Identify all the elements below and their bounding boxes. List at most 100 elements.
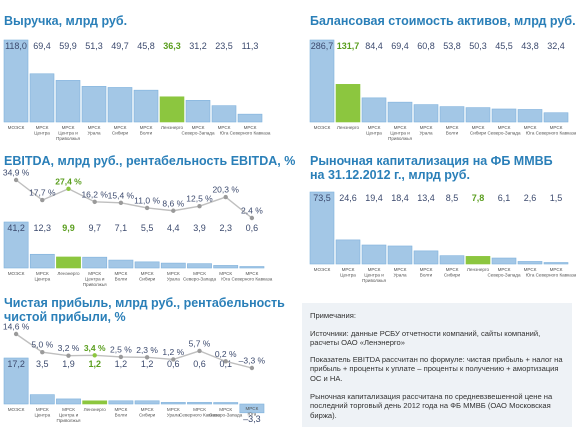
value-label: 0,6 (246, 223, 259, 233)
bar (413, 104, 439, 123)
margin-point (118, 354, 124, 360)
margin-label: 16,2 % (81, 189, 108, 199)
bar (187, 263, 212, 269)
margin-point (40, 350, 45, 355)
value-label: 9,7 (88, 223, 101, 233)
category-label: МРСК (36, 125, 49, 130)
category-label: МРСК (36, 271, 49, 276)
category-label: МРСК (244, 125, 257, 130)
margin-point (13, 177, 19, 183)
margin-label: 11,0 % (134, 195, 160, 205)
category-label: Юга (221, 277, 230, 282)
category-label: Центра (366, 131, 382, 136)
category-label: МОЭСК (8, 407, 25, 412)
value-label: 69,4 (33, 41, 51, 51)
margin-label: –3,3 % (239, 356, 266, 366)
category-label: МРСК (498, 267, 511, 272)
category-label: МРСК (114, 407, 127, 412)
margin-label: 8,6 % (162, 198, 184, 208)
category-label: Приволжья (57, 418, 81, 423)
margin-line (15, 333, 253, 369)
margin-label: 17,7 % (29, 188, 56, 198)
profit-chart-title-line2: чистой прибыли, % (4, 310, 126, 324)
value-label: 118,0 (5, 41, 27, 51)
value-label: 13,4 (417, 193, 435, 203)
revenue-chart: Выручка, млрд руб. 118,0 МОЭСК 69,4 МРСК Цен… (3, 14, 272, 141)
value-label: 11,3 (242, 41, 259, 51)
value-label: 12,3 (34, 223, 52, 233)
bar (491, 257, 517, 265)
margin-label: 3,2 % (58, 343, 80, 353)
category-label: Урала (419, 131, 433, 136)
bar (309, 39, 335, 123)
margin-label: 5,7 % (189, 338, 211, 348)
category-label: МРСК (394, 125, 407, 130)
bar (517, 261, 543, 265)
category-label: Приволжья (388, 136, 412, 141)
category-label: МРСК (368, 125, 381, 130)
margin-point (171, 208, 176, 213)
category-label: Юга (526, 131, 535, 136)
bar (29, 394, 55, 405)
category-label: МРСК (193, 407, 206, 412)
category-label: Центра и (364, 273, 384, 278)
category-label: Юга (220, 131, 229, 136)
category-label: Приволжья (56, 136, 80, 141)
bar (239, 403, 265, 414)
bar (239, 266, 265, 269)
category-label: МРСК (36, 407, 49, 412)
bar (107, 87, 133, 123)
category-label: МРСК (114, 271, 127, 276)
bar (335, 84, 361, 123)
value-label: 17,2 (7, 359, 25, 369)
assets-chart-plot: 286,7МОЭСК131,7Ленэнерго84,4МРСКЦентра69… (309, 39, 576, 141)
value-label: 19,4 (365, 193, 383, 203)
margin-point (118, 200, 124, 205)
bar (213, 265, 239, 269)
bar (187, 402, 212, 405)
assets-chart: Балансовая стоимость активов, млрд руб. … (309, 14, 576, 142)
category-label: Урала (167, 277, 181, 282)
bar (213, 402, 239, 405)
bar (387, 101, 413, 123)
margin-label: 3,4 % (84, 343, 106, 353)
value-label: 1,2 (141, 359, 154, 369)
category-label: Северного Кавказа (536, 273, 576, 278)
category-label: Сибири (139, 413, 156, 418)
value-label: 3,9 (193, 223, 206, 233)
category-label: МРСК (420, 125, 433, 130)
category-label: Центра (34, 131, 50, 136)
category-label: Северо-Запада (181, 131, 215, 136)
value-label: 69,4 (391, 41, 409, 51)
cap-chart-title-line2: на 31.12.2012 г., млрд руб. (310, 168, 470, 182)
value-label: 60,8 (417, 41, 435, 51)
margin-point (197, 203, 202, 209)
category-label: Центра и (58, 131, 78, 136)
bar (133, 89, 159, 123)
category-label: МРСК (245, 271, 258, 276)
value-label: 2,3 (219, 223, 232, 233)
profit-chart-title: Чистая прибыль, млрд руб., рентабельност… (4, 296, 285, 324)
cap-chart-title-line1: Рыночная капитализация на ФБ ММВБ (310, 154, 553, 168)
bar (55, 80, 81, 123)
bar (361, 244, 387, 265)
value-label: 73,5 (313, 193, 331, 203)
category-label: Северо-Запада (487, 273, 521, 278)
margin-label: 27,4 % (55, 176, 82, 186)
bar (134, 400, 160, 405)
category-label: Урала (393, 273, 407, 278)
category-label: МРСК (420, 267, 433, 272)
bar (491, 108, 517, 123)
category-label: МРСК (550, 125, 563, 130)
category-label: МРСК (342, 267, 355, 272)
category-label: МРСК (394, 267, 407, 272)
bar (160, 402, 186, 405)
margin-label: 14,6 % (3, 322, 30, 332)
margin-point (197, 348, 202, 354)
category-label: МРСК (219, 407, 232, 412)
category-label: Северного Кавказа (231, 277, 272, 282)
ebitda-chart: EBITDA, млрд руб., рентабельность EBITDA… (3, 154, 295, 288)
value-label: 45,5 (495, 41, 513, 51)
